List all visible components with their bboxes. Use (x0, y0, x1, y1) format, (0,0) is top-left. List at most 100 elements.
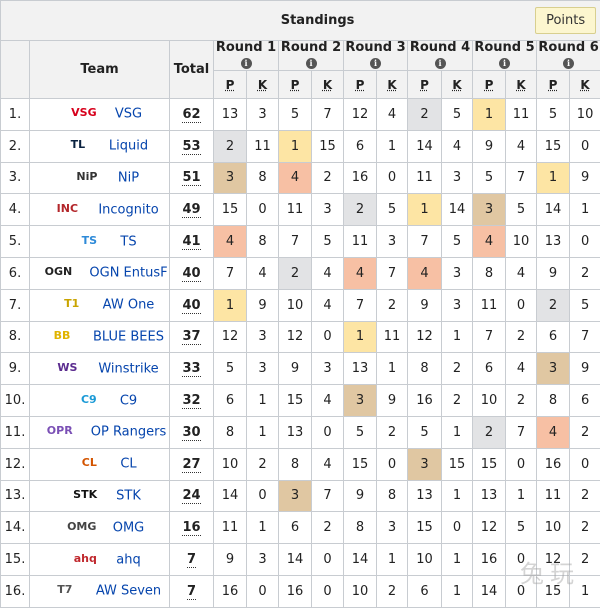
round-2-p-header[interactable]: P (279, 71, 312, 99)
kills-cell: 2 (506, 321, 537, 353)
team-name-link[interactable]: AW Seven (96, 584, 161, 599)
round-label: Round 5 (473, 41, 536, 55)
team-logo-mark: OGN (42, 262, 76, 282)
kills-cell: 1 (442, 416, 473, 448)
kills-cell: 3 (442, 257, 473, 289)
team-name-link[interactable]: OGN EntusF (89, 266, 167, 281)
total-header[interactable]: Total (170, 41, 214, 99)
placement-cell: 16 (279, 575, 312, 607)
kills-cell: 9 (247, 289, 279, 321)
total-value: 53 (182, 139, 200, 155)
kills-cell: 9 (377, 385, 408, 417)
kills-cell: 0 (247, 480, 279, 512)
team-name-link[interactable]: TS (120, 234, 136, 249)
round-5-k-header[interactable]: K (506, 71, 537, 99)
team-name-link[interactable]: STK (116, 488, 141, 503)
team-name-link[interactable]: OP Rangers (91, 425, 167, 440)
round-3-p-header[interactable]: P (344, 71, 377, 99)
total-cell: 33 (170, 353, 214, 385)
team-name-link[interactable]: ahq (116, 552, 140, 567)
placement-cell: 10 (473, 385, 506, 417)
round-6-k-header[interactable]: K (570, 71, 600, 99)
kills-cell: 1 (377, 544, 408, 576)
total-value: 33 (182, 361, 200, 377)
team-name-link[interactable]: BLUE BEES (93, 329, 164, 344)
team-cell: OPR OP Rangers (30, 416, 170, 448)
kills-cell: 0 (506, 544, 537, 576)
info-icon[interactable]: i (499, 58, 510, 69)
rank-cell: 1. (1, 99, 30, 131)
round-1-k-header[interactable]: K (247, 71, 279, 99)
team-name-link[interactable]: NiP (118, 170, 139, 185)
rank-cell: 14. (1, 512, 30, 544)
kills-cell: 2 (312, 162, 344, 194)
kills-cell: 2 (312, 512, 344, 544)
team-name-link[interactable]: VSG (115, 107, 142, 122)
placement-cell: 1 (408, 194, 442, 226)
round-2-k-header[interactable]: K (312, 71, 344, 99)
team-logo-mark: VSG (68, 103, 99, 123)
kills-cell: 5 (377, 194, 408, 226)
round-6-p-header[interactable]: P (537, 71, 570, 99)
kills-cell: 0 (506, 448, 537, 480)
kills-cell: 3 (247, 544, 279, 576)
info-icon[interactable]: i (370, 58, 381, 69)
placement-cell: 2 (473, 416, 506, 448)
placement-cell: 15 (537, 575, 570, 607)
placement-cell: 14 (214, 480, 247, 512)
team-name-link[interactable]: Incognito (98, 202, 158, 217)
round-3-k-header[interactable]: K (377, 71, 408, 99)
info-icon[interactable]: i (563, 58, 574, 69)
rank-cell: 16. (1, 575, 30, 607)
kills-cell: 5 (570, 289, 600, 321)
round-4-p-header[interactable]: P (408, 71, 442, 99)
placement-cell: 4 (279, 162, 312, 194)
team-name-link[interactable]: OMG (113, 520, 145, 535)
team-logo-icon: ahq (58, 549, 112, 571)
round-5-p-header[interactable]: P (473, 71, 506, 99)
placement-cell: 10 (537, 512, 570, 544)
team-name-link[interactable]: Liquid (109, 139, 148, 154)
placement-cell: 2 (214, 130, 247, 162)
placement-cell: 16 (408, 385, 442, 417)
info-icon[interactable]: i (306, 58, 317, 69)
placement-cell: 11 (473, 289, 506, 321)
total-cell: 40 (170, 289, 214, 321)
kills-cell: 1 (506, 480, 537, 512)
team-header[interactable]: Team (30, 41, 170, 99)
kills-cell: 5 (442, 99, 473, 131)
k-label: K (452, 78, 461, 92)
team-logo-icon: OGN (31, 262, 85, 284)
team-logo-mark: TL (67, 135, 89, 155)
kills-cell: 8 (247, 226, 279, 258)
round-1-p-header[interactable]: P (214, 71, 247, 99)
placement-cell: 13 (214, 99, 247, 131)
rank-cell: 8. (1, 321, 30, 353)
team-name-link[interactable]: CL (120, 457, 136, 472)
round-label: Round 3 (344, 41, 407, 55)
team-logo-mark: OPR (44, 421, 76, 441)
info-icon[interactable]: i (435, 58, 446, 69)
team-name-link[interactable]: C9 (120, 393, 137, 408)
total-cell: 7 (170, 544, 214, 576)
placement-cell: 10 (279, 289, 312, 321)
total-cell: 7 (170, 575, 214, 607)
team-name-link[interactable]: Winstrike (98, 361, 158, 376)
total-value: 51 (182, 170, 200, 186)
kills-cell: 3 (312, 194, 344, 226)
kills-cell: 2 (442, 385, 473, 417)
points-button[interactable]: Points (535, 7, 596, 34)
round-4-k-header[interactable]: K (442, 71, 473, 99)
kills-cell: 0 (377, 162, 408, 194)
kills-cell: 3 (442, 289, 473, 321)
total-cell: 51 (170, 162, 214, 194)
placement-cell: 15 (214, 194, 247, 226)
team-name-link[interactable]: AW One (103, 298, 155, 313)
info-icon[interactable]: i (241, 58, 252, 69)
